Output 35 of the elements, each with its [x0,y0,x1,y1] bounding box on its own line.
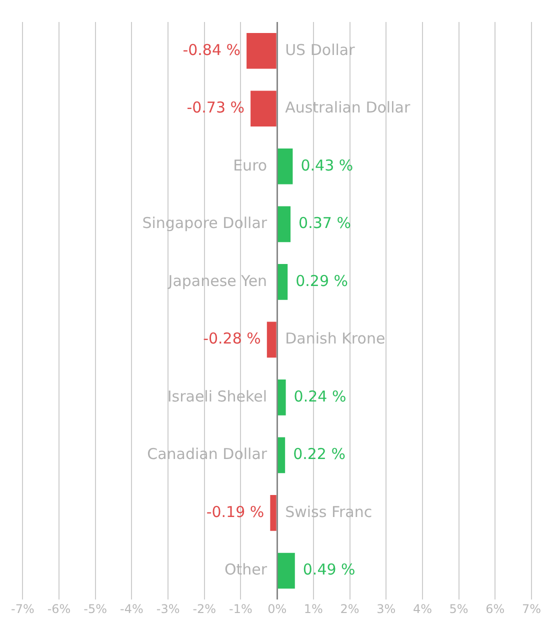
x-tick-label: -2% [192,602,216,616]
x-tick-label: 3% [376,602,396,616]
y-tick-label: Japanese Yen [167,272,268,290]
data-label: -0.19 % [206,502,264,521]
x-tick-label: -5% [84,602,108,616]
data-label: 0.37 % [298,214,351,232]
data-label: 0.43 % [300,156,354,174]
data-label: -0.84 % [182,40,241,59]
x-tick-label: 5% [449,602,468,616]
y-tick-label: US Dollar [285,40,356,59]
x-tick-label: 1% [304,602,323,616]
x-tick-label: 2% [340,602,360,616]
y-tick-label: Australian Dollar [285,98,411,117]
y-tick-label: Canadian Dollar [147,445,268,464]
y-tick-label: Danish Krone [285,330,386,348]
x-tick-label: -6% [47,602,71,616]
y-tick-label: Israeli Shekel [167,387,268,406]
x-tick-label: -3% [156,602,180,616]
data-label: 0.24 % [294,387,346,406]
x-tick-label: -1% [229,602,252,616]
x-tick-label: 4% [412,602,432,616]
x-tick-label: -7% [10,602,34,616]
y-tick-label: Singapore Dollar [142,214,268,232]
x-tick-label: 7% [522,602,542,616]
x-tick-label: -4% [120,602,144,616]
y-tick-label: Euro [233,156,268,174]
y-tick-label: Swiss Franc [285,502,372,521]
data-label: -0.28 % [203,330,261,348]
data-label: 0.49 % [302,560,356,579]
data-label: -0.73 % [186,98,245,117]
data-label: 0.29 % [296,272,348,290]
y-tick-label: Other [224,560,268,579]
x-tick-label: 0% [268,602,287,616]
data-label: 0.22 % [293,445,346,464]
x-tick-label: 6% [486,602,505,616]
